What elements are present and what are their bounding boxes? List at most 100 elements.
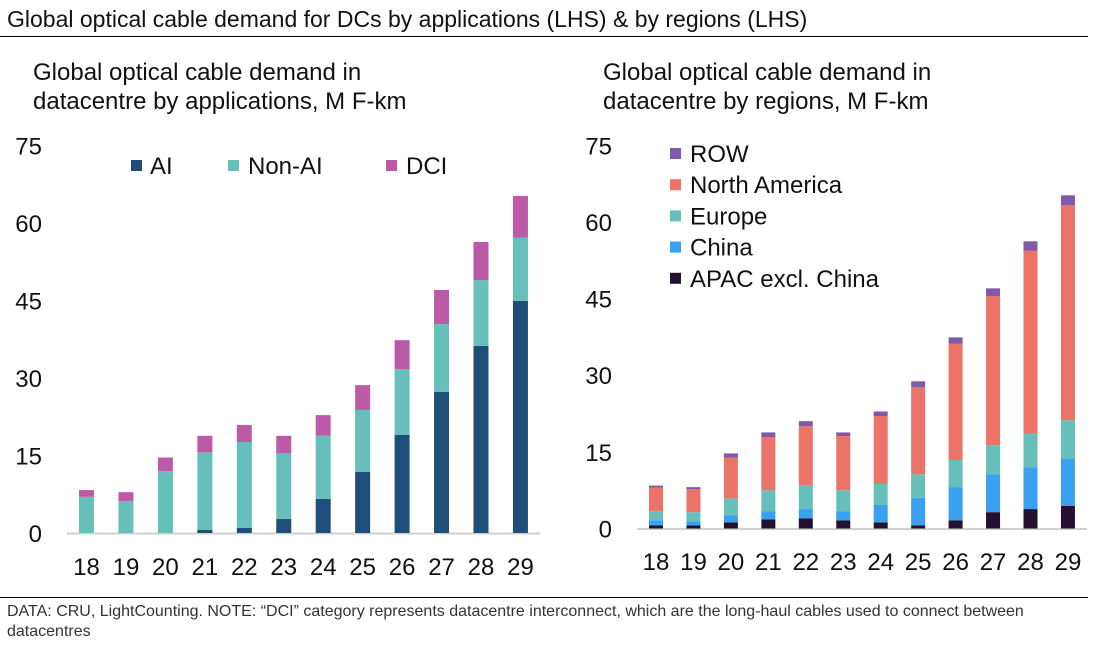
- bar-stack-23: [836, 432, 851, 529]
- x-tick-label: 22: [792, 549, 819, 576]
- legend-swatch: [670, 241, 681, 253]
- bar-segment-non-ai: [118, 500, 134, 533]
- bar-segment-row: [723, 453, 738, 458]
- chart-regions: 0 15 30 45 60 75 18 19 20 21 22 23 24 25 26 27 28 29 ROW No…: [585, 133, 1087, 576]
- x-tick-label: 20: [718, 549, 745, 576]
- bar-segment-apac-excl-china: [1023, 509, 1038, 529]
- bar-segment-china: [761, 511, 776, 520]
- bar-segment-europe: [1060, 420, 1075, 460]
- chart-title-applications: Global optical cable demand in datacentr…: [33, 58, 407, 116]
- legend-swatch: [131, 160, 142, 171]
- bar-segment-europe: [948, 460, 963, 488]
- bar-segment-north-america: [986, 295, 1001, 446]
- x-tick-label: 26: [942, 549, 969, 576]
- x-tick-label: 28: [468, 554, 495, 581]
- page-title: Global optical cable demand for DCs by a…: [7, 6, 808, 32]
- bar-segment-ai: [315, 498, 331, 533]
- chart-title-line: datacentre by regions, M F-km: [603, 88, 929, 115]
- legend-swatch: [670, 210, 681, 222]
- bar-stack-28: [473, 241, 489, 533]
- x-tick-label: 29: [507, 554, 534, 581]
- bar-stack-18: [79, 490, 94, 533]
- legend-item: Europe: [670, 203, 767, 230]
- header-divider: [0, 36, 1088, 37]
- y-tick-label: 30: [585, 363, 612, 390]
- y-tick-label: 60: [15, 211, 42, 238]
- y-tick-label: 30: [15, 366, 42, 393]
- bar-segment-north-america: [836, 436, 851, 491]
- bar-segment-apac-excl-china: [873, 522, 888, 529]
- bar-segment-ai: [276, 519, 292, 533]
- legend-label: Europe: [690, 203, 767, 230]
- x-tick-label: 20: [152, 554, 179, 581]
- bar-segment-dci: [315, 415, 331, 436]
- legend-item: North America: [670, 172, 843, 199]
- bar-segment-row: [873, 411, 888, 417]
- bar-segment-europe: [911, 474, 926, 498]
- bar-stack-21: [197, 435, 213, 533]
- bar-stack-20: [157, 457, 173, 533]
- y-tick-label: 45: [585, 287, 612, 314]
- bar-segment-dci: [434, 290, 450, 325]
- bar-segment-north-america: [873, 416, 888, 485]
- y-tick-label: 60: [585, 210, 612, 237]
- x-tick-label: 18: [73, 554, 100, 581]
- legend-label: North America: [690, 172, 843, 199]
- x-tick-label: 26: [389, 554, 416, 581]
- bar-stack-27: [986, 288, 1001, 529]
- x-tick-label: 23: [270, 554, 297, 581]
- legend-swatch: [670, 148, 681, 159]
- bar-segment-row: [986, 288, 1001, 296]
- bar-segment-dci: [512, 195, 528, 238]
- bar-segment-europe: [686, 512, 701, 522]
- y-tick-label: 45: [15, 288, 42, 315]
- bar-segment-dci: [118, 492, 134, 501]
- bar-segment-non-ai: [473, 280, 489, 346]
- bar-stack-26: [394, 340, 410, 533]
- bar-segment-dci: [79, 490, 94, 497]
- y-tick-label: 15: [585, 440, 612, 467]
- bar-segment-non-ai: [394, 369, 410, 435]
- bar-stack-21: [761, 432, 776, 529]
- bar-stack-24: [315, 415, 331, 533]
- legend-label: Non-AI: [248, 153, 323, 180]
- bar-segment-europe: [873, 484, 888, 505]
- bar-segment-row: [686, 487, 701, 490]
- x-tick-label: 22: [231, 554, 258, 581]
- bar-segment-dci: [236, 424, 252, 443]
- chart-title-line: datacentre by applications, M F-km: [33, 88, 407, 115]
- x-tick-label: 24: [867, 549, 894, 576]
- legend-item: China: [670, 235, 753, 262]
- bar-segment-north-america: [948, 343, 963, 461]
- y-tick-label: 0: [599, 517, 612, 544]
- bar-stack-22: [236, 424, 252, 533]
- y-tick-label: 15: [15, 443, 42, 470]
- bar-segment-china: [723, 515, 738, 523]
- bar-segment-north-america: [1023, 250, 1038, 434]
- bar-segment-apac-excl-china: [911, 525, 926, 529]
- x-tick-label: 27: [428, 554, 455, 581]
- bar-segment-china: [948, 487, 963, 521]
- bar-segment-apac-excl-china: [649, 525, 663, 529]
- legend-item: AI: [131, 153, 173, 180]
- y-tick-label: 75: [585, 133, 612, 160]
- bar-segment-row: [911, 381, 926, 387]
- legend-item: Non-AI: [228, 153, 323, 180]
- footer-note: DATA: CRU, LightCounting. NOTE: “DCI” ca…: [7, 603, 1024, 640]
- bar-segment-non-ai: [434, 324, 450, 392]
- x-tick-label: 18: [643, 549, 670, 576]
- x-tick-label: 25: [905, 549, 932, 576]
- bar-segment-china: [649, 520, 663, 526]
- bar-segment-north-america: [686, 489, 701, 513]
- bar-stack-25: [355, 385, 371, 533]
- bar-segment-north-america: [723, 457, 738, 499]
- bar-segment-ai: [512, 300, 528, 533]
- bar-segment-row: [761, 432, 776, 438]
- bar-segment-china: [911, 497, 926, 526]
- bar-segment-ai: [355, 471, 371, 533]
- bar-segment-europe: [649, 511, 663, 521]
- bar-segment-row: [948, 337, 963, 344]
- legend-swatch: [670, 179, 681, 191]
- bar-segment-europe: [761, 490, 776, 512]
